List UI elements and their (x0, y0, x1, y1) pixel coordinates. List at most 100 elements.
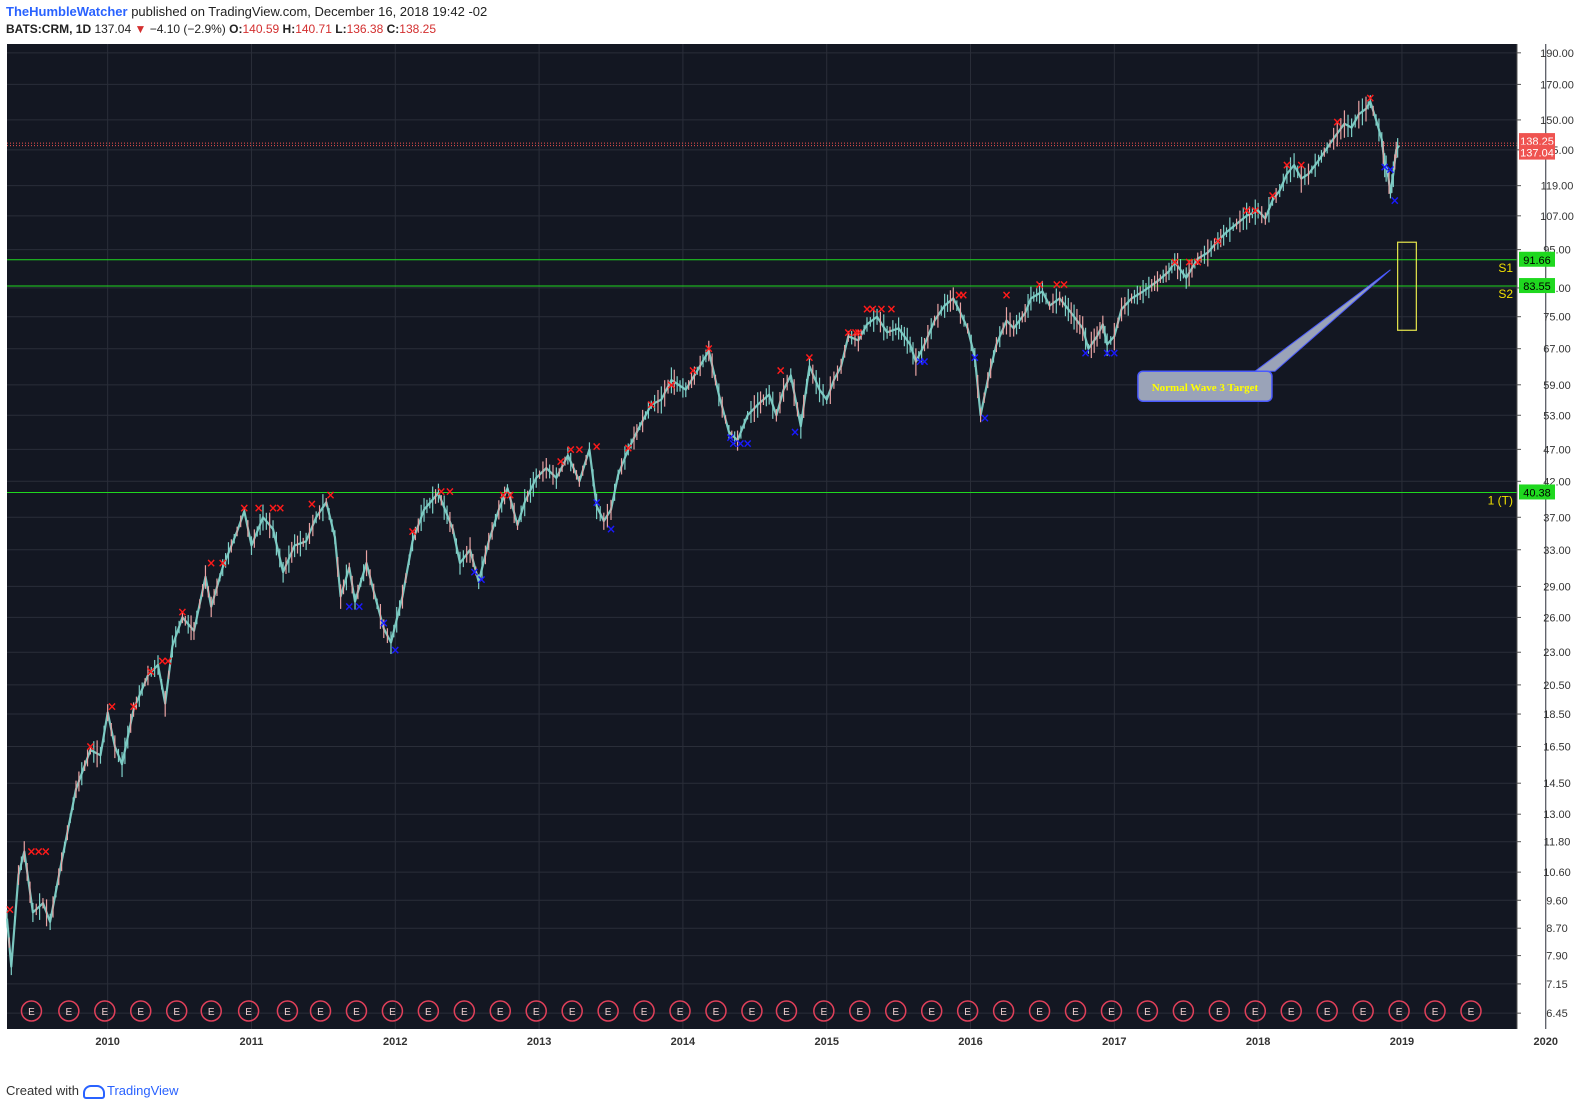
earnings-marker-label: E (713, 1007, 720, 1018)
price-axis-label: 9.60 (1546, 895, 1567, 907)
earnings-marker-label: E (66, 1007, 73, 1018)
earnings-marker (1172, 1000, 1195, 1022)
earnings-marker-label: E (1216, 1007, 1223, 1018)
sell-signal-marker: × (566, 442, 576, 456)
sell-signal-marker: × (1365, 91, 1375, 105)
buy-signal-marker: × (1081, 346, 1091, 360)
sell-signal-marker: × (1035, 278, 1045, 292)
time-axis-label: 2012 (383, 1036, 407, 1048)
sell-signal-marker: × (146, 664, 156, 678)
time-axis-panel[interactable] (7, 1029, 1517, 1050)
price-axis-label: 26.00 (1543, 612, 1571, 624)
buy-signal-marker: × (1109, 346, 1119, 360)
sell-signal-marker: × (868, 302, 878, 316)
sell-signal-marker: × (954, 288, 964, 302)
earnings-marker-label: E (173, 1007, 180, 1018)
last-price: 137.04 (94, 22, 132, 36)
price-axis-label: 7.90 (1546, 951, 1567, 963)
time-axis-label: 2014 (671, 1036, 696, 1048)
price-axis: 190.00170.00150.00135.00119.00107.0095.0… (1516, 44, 1574, 1029)
sell-signal-marker: × (876, 302, 886, 316)
high-label: H: (282, 22, 296, 36)
price-axis-label: 37.00 (1543, 512, 1571, 524)
buy-signal-marker: × (743, 436, 753, 450)
sell-signal-marker: × (556, 455, 566, 469)
last-price-tag-text: 137.04 (1520, 148, 1554, 160)
sell-signal-marker: × (843, 325, 853, 339)
earnings-marker (813, 1000, 835, 1022)
price-axis-label: 75.00 (1543, 312, 1571, 324)
earnings-marker (884, 1000, 907, 1022)
sell-signal-marker: × (505, 488, 515, 502)
open-label: O: (229, 22, 243, 36)
level-price-tag-text: 91.66 (1523, 255, 1551, 267)
sell-signal-marker: × (107, 699, 117, 713)
earnings-marker-label: E (641, 1007, 648, 1018)
sell-signal-marker: × (862, 302, 872, 316)
sell-signal-marker: × (239, 501, 249, 515)
earnings-marker-label: E (749, 1007, 756, 1018)
price-axis-label: 53.00 (1543, 410, 1571, 422)
earnings-marker-label: E (1000, 1007, 1007, 1018)
sell-signal-marker: × (1242, 204, 1252, 218)
earnings-marker-label: E (1252, 1007, 1259, 1018)
buy-signal-marker: × (725, 431, 735, 445)
sell-signal-marker: × (85, 740, 95, 754)
earnings-marker-label: E (533, 1007, 540, 1018)
buy-signal-marker: × (1380, 160, 1390, 174)
author-name[interactable]: TheHumbleWatcher (6, 4, 128, 19)
symbol-interval: BATS:CRM, 1D (6, 22, 92, 36)
sell-signal-marker: × (408, 524, 418, 538)
sell-signal-marker: × (177, 605, 187, 619)
low-label: L: (335, 22, 347, 36)
earnings-marker-label: E (569, 1007, 576, 1018)
buy-signal-marker: × (477, 573, 487, 587)
price-axis-label: 23.00 (1543, 647, 1571, 659)
earnings-marker-label: E (1144, 1007, 1151, 1018)
buy-signal-marker: × (1385, 162, 1395, 176)
earnings-marker-label: E (783, 1007, 790, 1018)
price-axis-label: 47.00 (1543, 444, 1571, 456)
earnings-marker (741, 1000, 763, 1022)
sell-signal-marker: × (574, 442, 584, 456)
buy-signal-marker: × (379, 616, 389, 630)
earnings-marker (1100, 1000, 1123, 1022)
earnings-marker (417, 1000, 440, 1022)
buy-signal-marker: × (970, 350, 980, 364)
sell-signal-marker: × (157, 654, 167, 668)
buy-signal-marker: × (344, 600, 354, 614)
time-axis-label: 2017 (1102, 1036, 1126, 1048)
price-axis-panel[interactable] (1517, 44, 1592, 1050)
sell-signal-marker: × (646, 398, 656, 412)
earnings-marker (561, 1000, 583, 1022)
earnings-marker (956, 1000, 979, 1022)
sell-signal-marker: × (666, 378, 676, 392)
support-level-name: 1 (T) (1488, 493, 1513, 507)
earnings-marker (775, 1000, 798, 1022)
plot-area[interactable] (7, 44, 1517, 1050)
callout-text: Normal Wave 3 Target (1152, 382, 1259, 394)
buy-signal-marker: × (606, 522, 616, 536)
earnings-marker (1280, 1000, 1302, 1022)
earnings-marker-label: E (461, 1007, 468, 1018)
buy-signal-marker: × (469, 565, 479, 579)
sell-signal-marker: × (41, 844, 51, 858)
earnings-marker-label: E (353, 1007, 360, 1018)
price-axis-label: 6.45 (1546, 1008, 1567, 1020)
wave-callout: Normal Wave 3 Target (1137, 269, 1391, 402)
price-series (5, 95, 1401, 976)
price-axis-label: 10.60 (1543, 867, 1571, 879)
earnings-marker-label: E (677, 1007, 684, 1018)
tradingview-brand[interactable]: TradingView (106, 1083, 179, 1098)
close-value: 138.25 (399, 22, 436, 36)
earnings-marker (992, 1000, 1015, 1022)
price-axis-label: 11.80 (1544, 837, 1571, 849)
footer: Created with TradingView (6, 1083, 179, 1099)
price-axis-label: 7.15 (1546, 979, 1567, 991)
sell-signal-marker: × (129, 699, 139, 713)
earnings-marker-label: E (1288, 1007, 1295, 1018)
support-level-name: S2 (1498, 287, 1513, 301)
signal-markers: ×××××× ×××××× ×× × ×× ××××× ××××× × ××××××××××××… (5, 91, 1400, 916)
